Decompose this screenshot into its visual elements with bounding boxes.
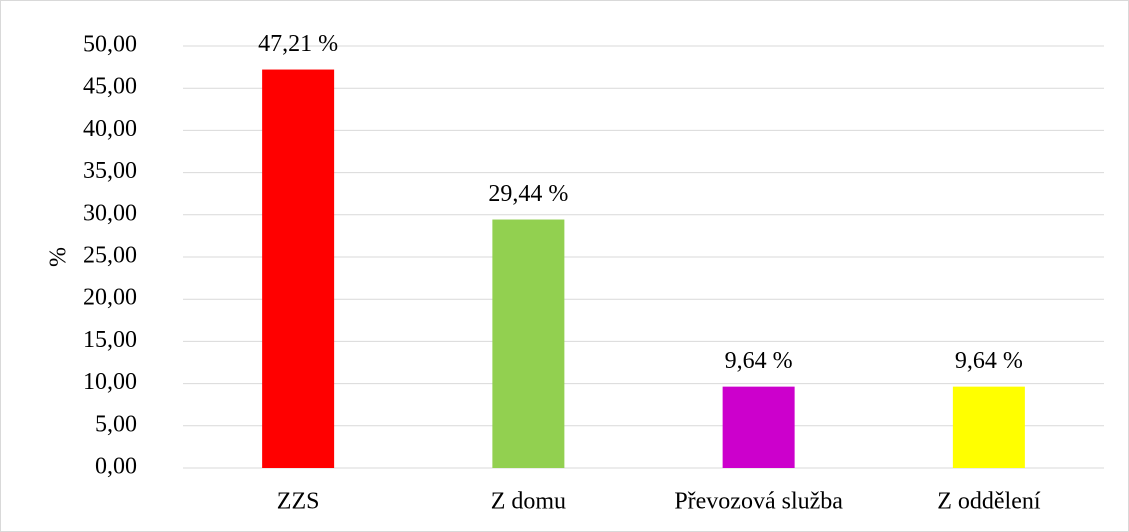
bar — [722, 386, 795, 468]
y-tick-label: 25,00 — [83, 243, 137, 269]
y-tick-label: 5,00 — [95, 411, 137, 437]
bar — [492, 219, 565, 468]
y-tick-label: 35,00 — [83, 158, 137, 184]
data-label: 47,21 % — [258, 31, 338, 57]
data-label: 29,44 % — [488, 181, 568, 207]
bar — [952, 386, 1025, 468]
y-tick-label: 10,00 — [83, 369, 137, 395]
x-tick-label: Z domu — [491, 489, 566, 515]
data-label: 9,64 % — [725, 348, 793, 374]
y-tick-label: 0,00 — [95, 454, 137, 480]
bar — [262, 69, 335, 468]
y-tick-label: 15,00 — [83, 327, 137, 353]
y-tick-label: 20,00 — [83, 285, 137, 311]
x-tick-label: Z oddělení — [937, 489, 1041, 515]
y-tick-label: 40,00 — [83, 116, 137, 142]
data-label: 9,64 % — [955, 348, 1023, 374]
y-axis-label: % — [46, 247, 72, 267]
y-tick-label: 45,00 — [83, 74, 137, 100]
y-tick-label: 50,00 — [83, 32, 137, 58]
x-tick-label: ZZS — [277, 489, 320, 515]
x-tick-label: Převozová služba — [674, 489, 843, 515]
y-tick-label: 30,00 — [83, 200, 137, 226]
